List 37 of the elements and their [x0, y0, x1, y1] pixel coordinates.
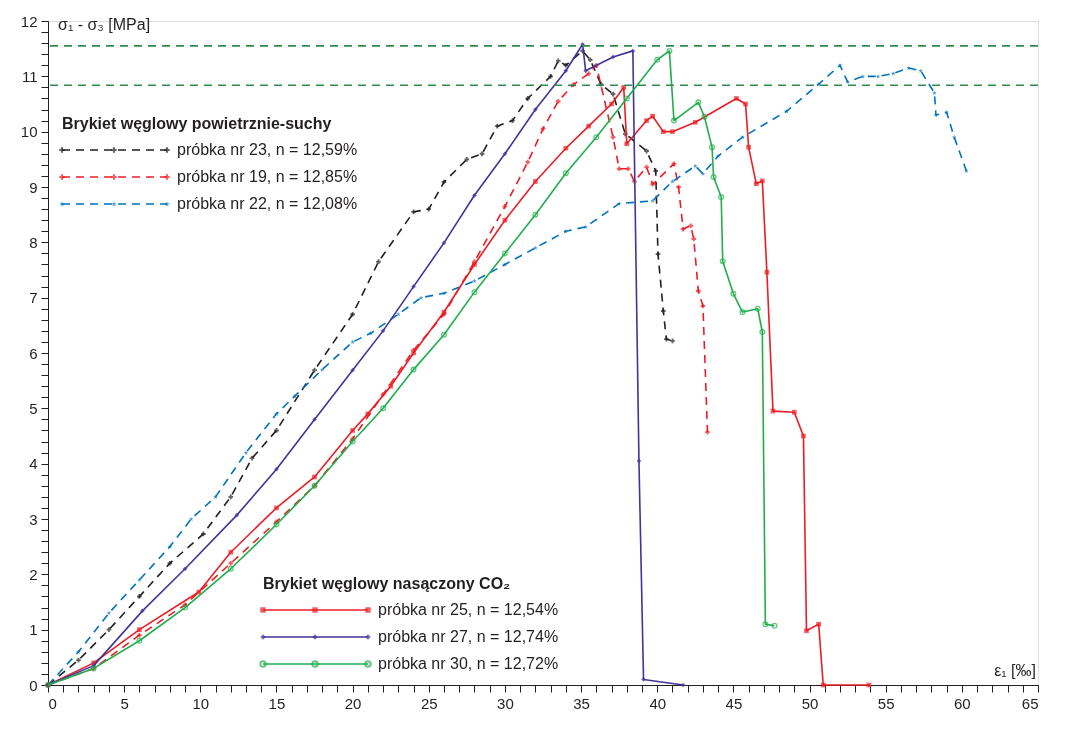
x-axis-title: ε₁ [‰] [994, 662, 1036, 679]
x-tick-label: 50 [801, 694, 819, 712]
y-tick-label: 7 [29, 289, 38, 307]
x-tick-label: 0 [48, 694, 57, 712]
x-tick-label: 15 [268, 694, 286, 712]
legend-label: próbka nr 23, n = 12,59% [177, 141, 358, 158]
y-tick-label: 6 [29, 344, 38, 362]
y-tick-label: 11 [21, 67, 38, 85]
legend-label: próbka nr 22, n = 12,08% [177, 195, 358, 212]
x-tick-label: 55 [877, 694, 895, 712]
legend-label: próbka nr 25, n = 12,54% [378, 601, 559, 618]
y-tick-label: 10 [20, 123, 38, 141]
y-axis-title: σ₁ - σ₃ [MPa] [58, 16, 151, 33]
x-tick-label: 25 [420, 694, 438, 712]
y-tick-label: 9 [29, 178, 38, 196]
x-tick-label: 35 [573, 694, 590, 712]
y-tick-label: 5 [29, 399, 38, 417]
x-tick-label: 5 [120, 694, 129, 712]
x-tick-label: 65 [1021, 694, 1039, 712]
x-tick-label: 45 [725, 694, 743, 712]
annotation: Brykiet węglowy powietrznie-suchy [62, 115, 332, 132]
y-tick-label: 3 [29, 510, 38, 528]
y-tick-label: 1 [29, 621, 38, 639]
legend-label: próbka nr 27, n = 12,74% [378, 628, 559, 645]
x-tick-label: 10 [192, 694, 210, 712]
legend-label: próbka nr 30, n = 12,72% [378, 655, 559, 672]
x-tick-label: 20 [344, 694, 362, 712]
x-tick-label: 60 [954, 694, 971, 712]
annotation: Brykiet węglowy nasączony CO₂ [263, 575, 511, 592]
y-tick-label: 4 [29, 455, 38, 473]
legend-label: próbka nr 19, n = 12,85% [177, 168, 358, 185]
y-tick-label: 2 [29, 565, 38, 583]
x-tick-label: 30 [497, 694, 514, 712]
y-tick-label: 8 [29, 233, 38, 251]
y-tick-label: 12 [20, 12, 38, 30]
x-tick-label: 40 [649, 694, 667, 712]
y-tick-label: 0 [29, 676, 38, 694]
